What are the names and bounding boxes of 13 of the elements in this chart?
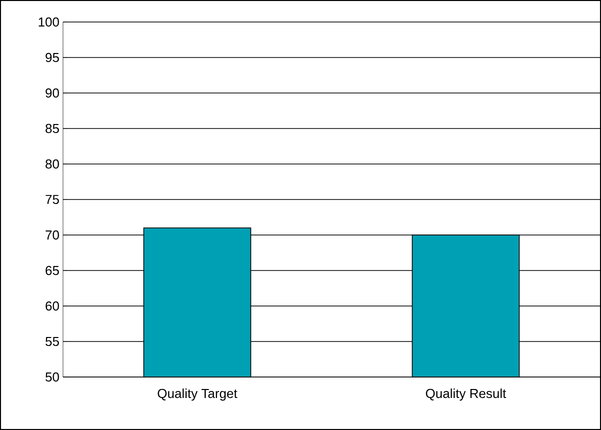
y-tick-label: 95	[46, 52, 59, 62]
y-tick-label: 75	[46, 194, 59, 204]
x-tick-label: Quality Target	[158, 388, 238, 401]
y-tick-label: 90	[46, 88, 59, 98]
x-tick-label: Quality Result	[426, 388, 506, 401]
y-tick-label: 85	[46, 124, 59, 134]
y-tick-label: 70	[46, 230, 59, 240]
y-tick-label: 50	[46, 372, 59, 382]
y-tick-label: 80	[46, 159, 59, 169]
y-tick-label: 60	[46, 301, 59, 311]
y-tick-label: 65	[46, 266, 59, 276]
y-tick-label: 55	[46, 336, 59, 346]
y-tick-label: 100	[38, 17, 59, 27]
